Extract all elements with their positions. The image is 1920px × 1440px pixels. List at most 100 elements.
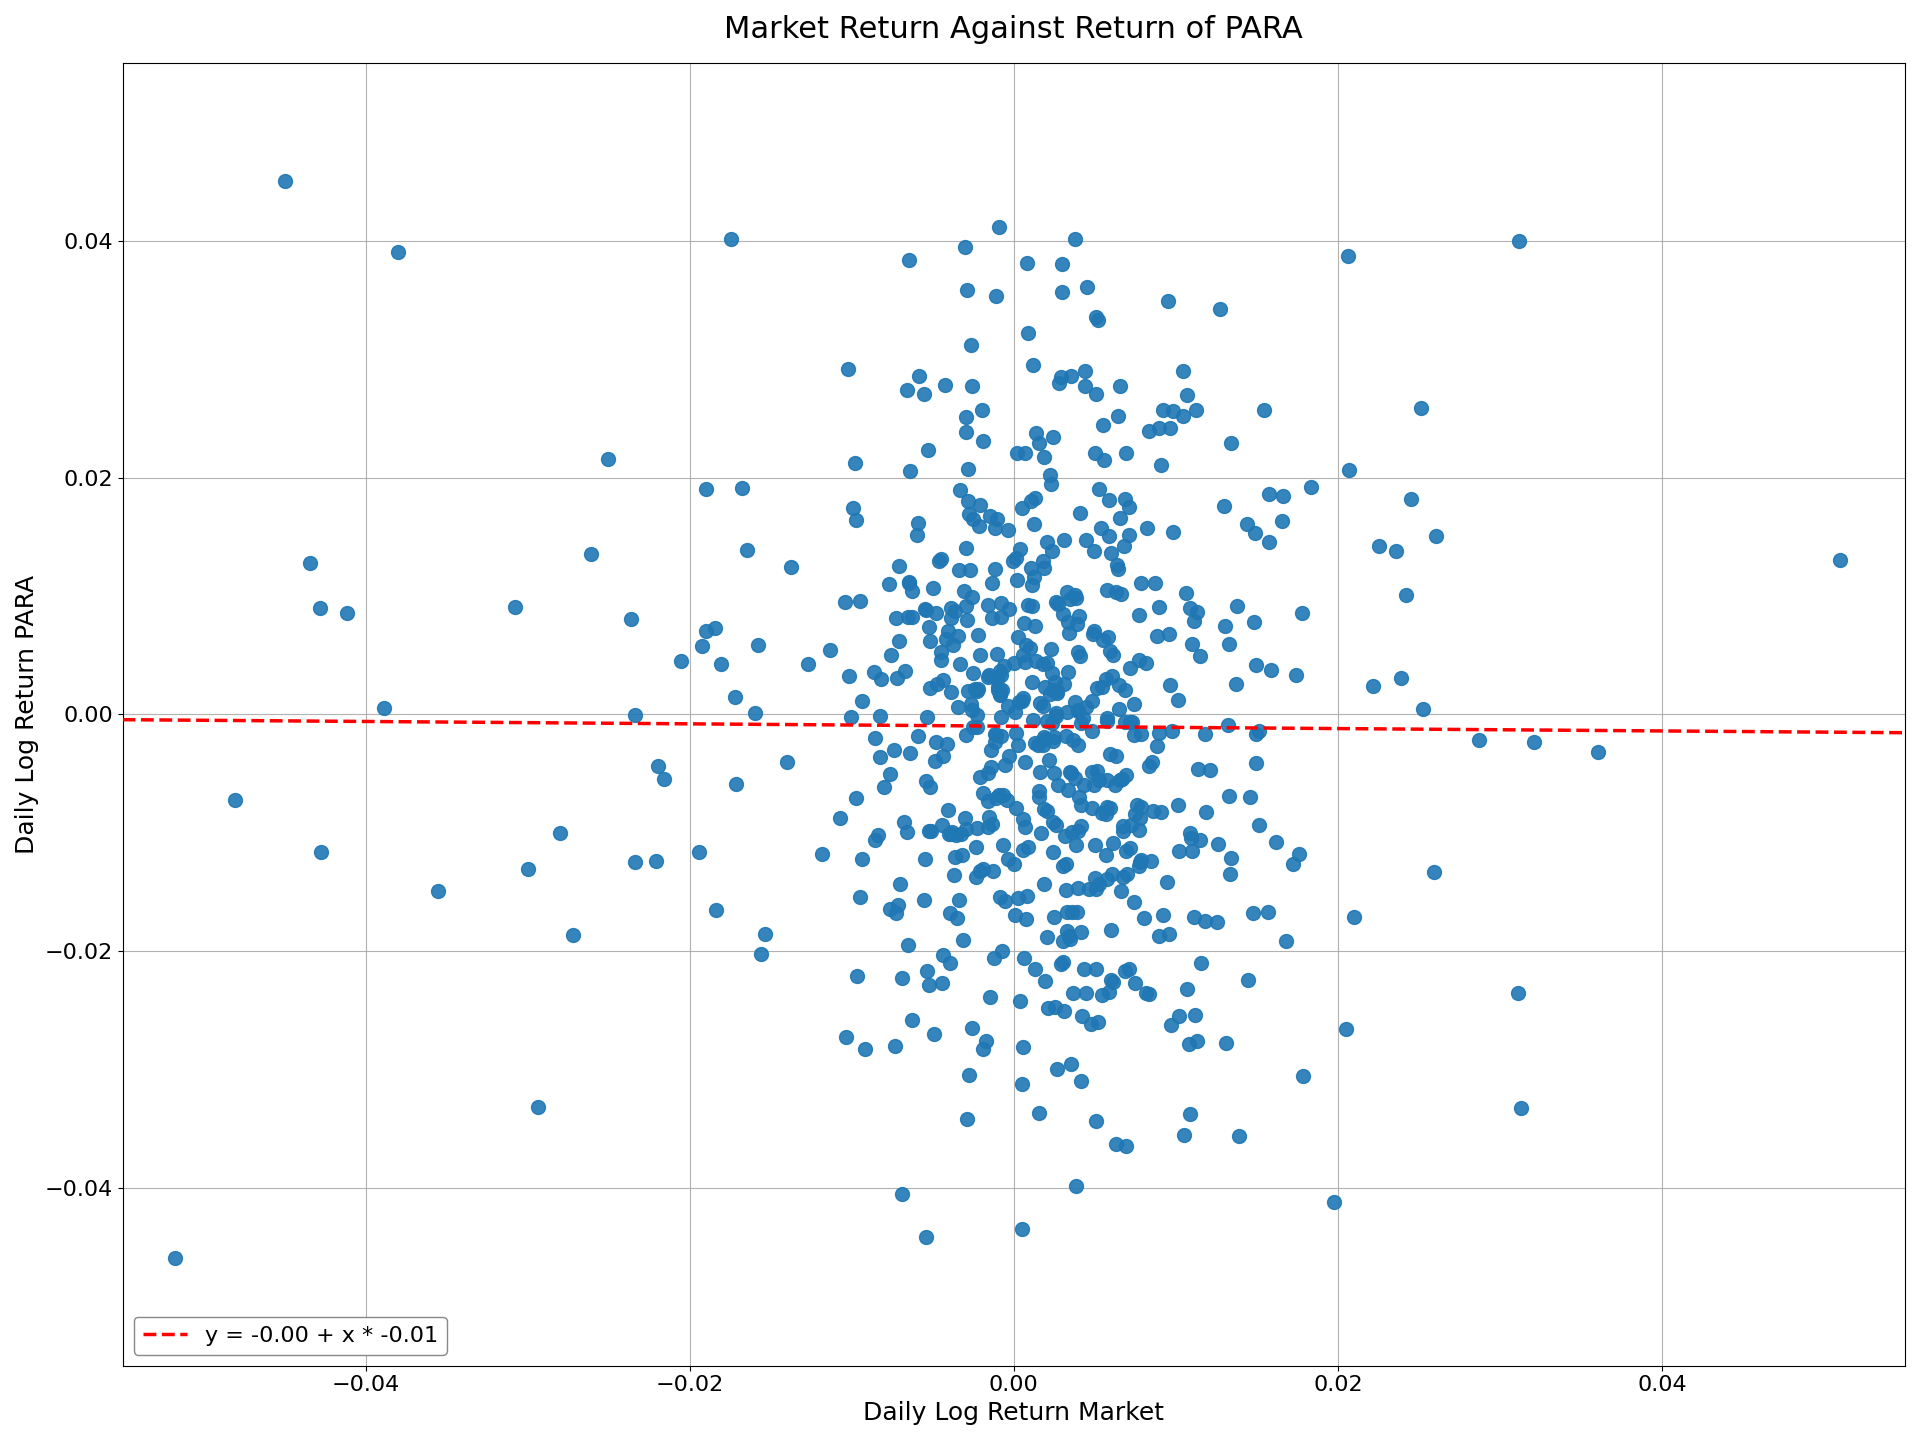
Point — [1046, 952, 1077, 975]
Point — [1188, 910, 1219, 933]
Point — [1332, 245, 1363, 268]
Point — [269, 170, 300, 193]
Point — [874, 573, 904, 596]
Point — [1390, 583, 1421, 606]
Point — [1006, 690, 1037, 713]
Point — [1114, 657, 1144, 680]
Point — [887, 966, 918, 989]
Point — [620, 704, 651, 727]
Point — [831, 1025, 862, 1048]
Point — [1033, 749, 1064, 772]
Point — [1116, 710, 1146, 733]
Point — [973, 789, 1004, 812]
Point — [1079, 834, 1110, 857]
Point — [1039, 906, 1069, 929]
Point — [1054, 760, 1085, 783]
Point — [845, 886, 876, 909]
Point — [1079, 442, 1110, 465]
Point — [1100, 580, 1131, 603]
Point — [739, 701, 770, 724]
Point — [979, 517, 1010, 540]
Point — [939, 599, 970, 622]
Point — [649, 768, 680, 791]
Point — [1035, 472, 1066, 495]
Point — [1256, 658, 1286, 681]
Point — [962, 680, 993, 703]
Point — [968, 780, 998, 804]
Point — [720, 685, 751, 708]
Point — [1062, 819, 1092, 842]
Point — [522, 1096, 553, 1119]
Point — [998, 651, 1029, 674]
Point — [643, 755, 674, 778]
Point — [987, 940, 1018, 963]
Point — [1121, 793, 1152, 816]
Point — [1179, 609, 1210, 632]
Point — [966, 492, 996, 516]
Point — [837, 497, 868, 520]
Point — [975, 739, 1006, 762]
Point — [1338, 904, 1369, 927]
Point — [1041, 1057, 1071, 1080]
Point — [1083, 308, 1114, 331]
Point — [972, 593, 1002, 616]
Point — [1407, 698, 1438, 721]
Point — [1018, 353, 1048, 376]
Point — [1181, 600, 1212, 624]
Point — [972, 762, 1002, 785]
Point — [1066, 711, 1096, 734]
Point — [1029, 727, 1060, 750]
Point — [1144, 924, 1175, 948]
Point — [1029, 873, 1060, 896]
Point — [979, 730, 1010, 753]
Point — [958, 716, 989, 739]
Point — [1148, 903, 1179, 926]
Point — [1396, 488, 1427, 511]
Point — [1175, 821, 1206, 844]
Point — [1012, 593, 1043, 616]
Point — [1133, 419, 1164, 442]
Point — [954, 503, 985, 526]
Point — [1092, 769, 1123, 792]
Point — [1000, 546, 1031, 569]
Point — [1079, 540, 1110, 563]
Point — [918, 576, 948, 599]
Point — [1231, 513, 1261, 536]
Point — [1167, 360, 1198, 383]
Point — [1202, 832, 1233, 855]
Point — [1213, 632, 1244, 655]
Point — [1179, 906, 1210, 929]
Line: y = -0.00 + x * -0.01: y = -0.00 + x * -0.01 — [123, 720, 1905, 733]
Point — [1110, 710, 1140, 733]
Point — [956, 585, 987, 608]
Point — [1012, 321, 1043, 344]
Point — [1048, 929, 1079, 952]
Point — [745, 942, 776, 965]
Point — [1020, 649, 1050, 672]
Point — [1112, 1135, 1142, 1158]
Point — [977, 812, 1008, 835]
Point — [964, 766, 995, 789]
Point — [726, 477, 756, 500]
Point — [1125, 795, 1156, 818]
Point — [1081, 877, 1112, 900]
Point — [1043, 593, 1073, 616]
Point — [948, 580, 979, 603]
Point — [1505, 1096, 1536, 1119]
Point — [576, 541, 607, 564]
Point — [294, 552, 324, 575]
Point — [964, 644, 995, 667]
Point — [1112, 763, 1142, 786]
Point — [948, 236, 979, 259]
Point — [985, 680, 1016, 703]
Point — [1037, 425, 1068, 448]
Point — [968, 1037, 998, 1060]
Point — [908, 383, 939, 406]
Point — [1020, 422, 1050, 445]
Point — [927, 814, 958, 837]
Point — [883, 894, 914, 917]
Point — [1029, 556, 1060, 579]
Point — [1054, 924, 1085, 948]
Point — [993, 744, 1023, 768]
Point — [895, 742, 925, 765]
